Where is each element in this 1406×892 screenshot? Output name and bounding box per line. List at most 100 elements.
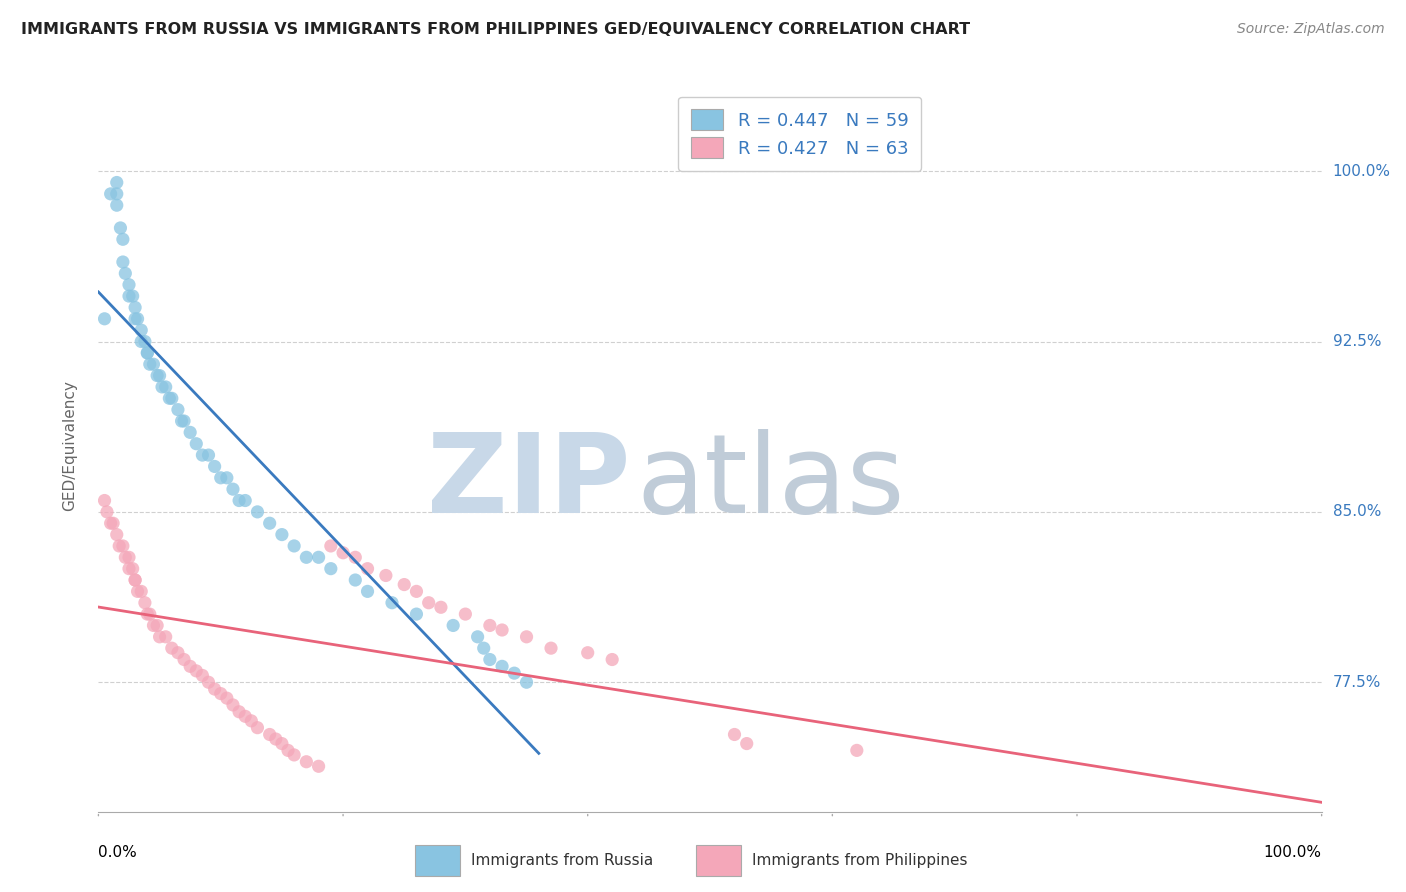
Point bbox=[308, 759, 330, 773]
Point bbox=[319, 539, 342, 553]
Point bbox=[146, 618, 169, 632]
Point bbox=[136, 346, 159, 360]
Point bbox=[405, 584, 427, 599]
Point bbox=[467, 630, 489, 644]
Point bbox=[155, 630, 177, 644]
Point bbox=[270, 737, 294, 751]
Text: IMMIGRANTS FROM RUSSIA VS IMMIGRANTS FROM PHILIPPINES GED/EQUIVALENCY CORRELATIO: IMMIGRANTS FROM RUSSIA VS IMMIGRANTS FRO… bbox=[21, 22, 970, 37]
Point bbox=[108, 539, 131, 553]
Text: atlas: atlas bbox=[637, 429, 905, 536]
Point bbox=[129, 584, 152, 599]
Point bbox=[356, 584, 378, 599]
Point bbox=[540, 641, 562, 656]
Point bbox=[129, 323, 152, 337]
Text: 100.0%: 100.0% bbox=[1333, 163, 1391, 178]
Point bbox=[170, 414, 193, 428]
Point bbox=[191, 668, 214, 682]
Text: 0.0%: 0.0% bbox=[98, 845, 138, 860]
Point bbox=[157, 392, 180, 406]
Point bbox=[134, 334, 156, 349]
Point bbox=[405, 607, 427, 621]
Point bbox=[150, 380, 173, 394]
Text: 77.5%: 77.5% bbox=[1333, 674, 1381, 690]
Point bbox=[142, 357, 165, 371]
Point bbox=[167, 402, 190, 417]
Point bbox=[228, 493, 250, 508]
Y-axis label: GED/Equivalency: GED/Equivalency bbox=[63, 381, 77, 511]
Point bbox=[197, 675, 219, 690]
Text: 92.5%: 92.5% bbox=[1333, 334, 1381, 349]
Point bbox=[319, 562, 342, 576]
Point bbox=[127, 584, 149, 599]
Point bbox=[105, 527, 128, 541]
Point bbox=[381, 596, 404, 610]
Point bbox=[332, 546, 354, 560]
Point bbox=[121, 562, 143, 576]
Point bbox=[124, 301, 146, 315]
Point bbox=[472, 641, 495, 656]
Text: 85.0%: 85.0% bbox=[1333, 504, 1381, 519]
Point bbox=[392, 577, 416, 591]
Point bbox=[186, 436, 208, 450]
Point bbox=[209, 471, 232, 485]
Point bbox=[101, 516, 124, 531]
Point bbox=[308, 550, 330, 565]
Point bbox=[295, 755, 318, 769]
Point bbox=[160, 641, 183, 656]
Point bbox=[503, 666, 526, 681]
Point bbox=[374, 568, 396, 582]
Point bbox=[149, 368, 172, 383]
Point bbox=[139, 357, 162, 371]
Point bbox=[204, 681, 226, 696]
Point bbox=[228, 705, 250, 719]
Text: Immigrants from Russia: Immigrants from Russia bbox=[471, 854, 654, 868]
FancyBboxPatch shape bbox=[415, 846, 460, 876]
Point bbox=[173, 414, 195, 428]
Point bbox=[124, 573, 146, 587]
Point bbox=[491, 623, 513, 637]
Point bbox=[93, 311, 115, 326]
Point bbox=[441, 618, 464, 632]
Point bbox=[478, 652, 501, 666]
Point bbox=[124, 311, 146, 326]
Point bbox=[93, 493, 115, 508]
Point bbox=[209, 687, 232, 701]
Point bbox=[134, 596, 156, 610]
Point bbox=[283, 539, 305, 553]
Point bbox=[283, 747, 305, 762]
Point bbox=[136, 346, 159, 360]
Text: ZIP: ZIP bbox=[427, 429, 630, 536]
Point bbox=[105, 176, 128, 190]
Point bbox=[110, 221, 132, 235]
Point bbox=[515, 630, 537, 644]
Point bbox=[118, 550, 141, 565]
Point bbox=[735, 737, 758, 751]
Point bbox=[160, 392, 183, 406]
Point bbox=[191, 448, 214, 462]
Point bbox=[96, 505, 118, 519]
Point bbox=[491, 659, 513, 673]
Point bbox=[118, 277, 141, 292]
Point bbox=[723, 727, 745, 741]
Point bbox=[246, 721, 269, 735]
Point bbox=[430, 600, 453, 615]
Point bbox=[197, 448, 219, 462]
Point bbox=[478, 618, 501, 632]
Point bbox=[259, 516, 281, 531]
Point bbox=[100, 516, 122, 531]
Point bbox=[233, 709, 256, 723]
Point bbox=[129, 334, 152, 349]
Point bbox=[259, 727, 281, 741]
Point bbox=[179, 425, 201, 440]
Point bbox=[111, 232, 134, 246]
Point bbox=[114, 550, 136, 565]
Point bbox=[356, 562, 378, 576]
Point bbox=[233, 493, 256, 508]
Point bbox=[100, 186, 122, 201]
Point bbox=[149, 630, 172, 644]
Point bbox=[515, 675, 537, 690]
Point bbox=[186, 664, 208, 678]
Point bbox=[105, 186, 128, 201]
Point bbox=[111, 539, 134, 553]
Text: Source: ZipAtlas.com: Source: ZipAtlas.com bbox=[1237, 22, 1385, 37]
